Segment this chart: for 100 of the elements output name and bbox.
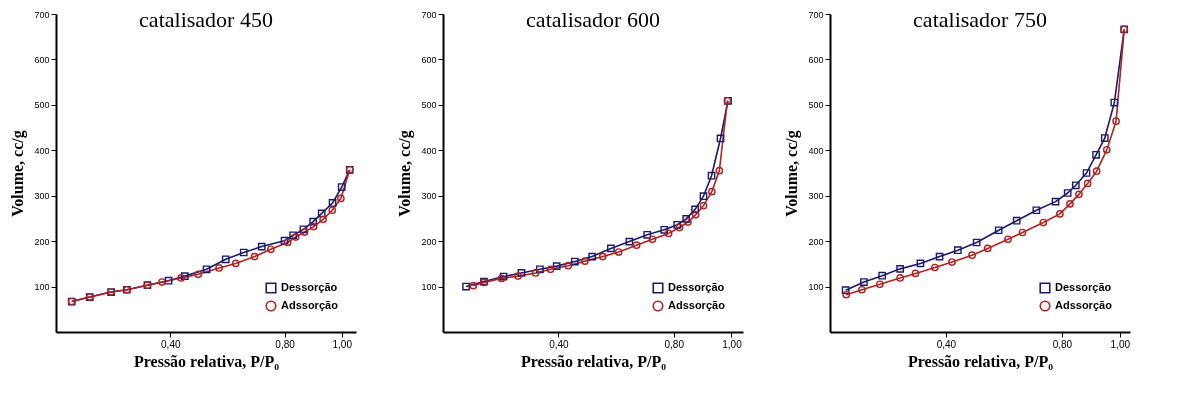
point xyxy=(1012,216,1021,225)
x-tick-label: 0,80 xyxy=(664,338,685,350)
point xyxy=(860,278,868,286)
y-tick-label: 500 xyxy=(421,100,437,111)
point xyxy=(1018,228,1027,237)
point xyxy=(643,230,652,239)
point xyxy=(309,217,318,226)
point xyxy=(994,226,1003,235)
point xyxy=(878,271,887,280)
point xyxy=(948,258,956,266)
x-tick-label: 1,00 xyxy=(332,338,353,350)
x-tick-label: 0,40 xyxy=(161,338,181,350)
point xyxy=(164,276,173,285)
point xyxy=(632,241,641,250)
point xyxy=(931,263,939,272)
point xyxy=(1066,200,1074,208)
point xyxy=(531,269,540,277)
x-axis-title: Pressão relativa, P/P₀ xyxy=(520,352,667,370)
point xyxy=(158,278,166,286)
point xyxy=(691,205,699,214)
point xyxy=(968,251,976,260)
point xyxy=(625,237,634,246)
y-tick-label: 700 xyxy=(34,9,50,20)
point xyxy=(699,201,708,210)
y-tick-label: 400 xyxy=(808,145,824,156)
x-tick-label: 0,80 xyxy=(275,338,296,350)
point xyxy=(552,262,561,270)
point xyxy=(588,252,596,261)
point xyxy=(911,269,920,278)
legend-label: Dessorção xyxy=(1055,281,1112,293)
y-tick-label: 700 xyxy=(808,9,824,20)
y-axis-title: Volume, cc/g xyxy=(9,130,28,217)
point xyxy=(1004,235,1012,244)
y-tick-label: 700 xyxy=(421,9,437,20)
x-tick-label: 1,00 xyxy=(1110,338,1131,350)
point xyxy=(570,257,579,266)
point xyxy=(935,252,944,261)
y-tick-label: 300 xyxy=(34,191,50,202)
x-tick-label: 0,40 xyxy=(936,338,957,350)
point xyxy=(1092,150,1100,159)
point xyxy=(328,199,337,207)
x-tick-label: 1,00 xyxy=(722,338,743,350)
point xyxy=(1063,189,1072,197)
point xyxy=(664,229,673,238)
point xyxy=(699,192,708,201)
point xyxy=(1083,179,1092,188)
point xyxy=(177,274,185,282)
point xyxy=(953,246,962,255)
x-tick-label: 0,40 xyxy=(549,338,570,350)
chart-title: catalisador 600 xyxy=(526,7,660,32)
chart-title: catalisador 450 xyxy=(139,7,273,32)
point xyxy=(972,238,981,247)
point xyxy=(257,242,266,251)
y-axis-title: Volume, cc/g xyxy=(396,130,415,217)
point xyxy=(715,166,724,175)
y-tick-label: 100 xyxy=(808,282,824,293)
point xyxy=(1032,206,1041,215)
point xyxy=(250,252,259,261)
point xyxy=(517,269,526,277)
point xyxy=(564,261,573,270)
point xyxy=(1071,181,1080,190)
point xyxy=(1092,167,1101,176)
point xyxy=(581,257,589,265)
y-tick-label: 400 xyxy=(421,145,437,156)
y-tick-label: 300 xyxy=(421,191,437,202)
y-tick-label: 400 xyxy=(34,145,50,156)
point xyxy=(1075,190,1083,199)
y-tick-label: 200 xyxy=(808,236,824,247)
y-tick-label: 500 xyxy=(808,100,824,111)
point xyxy=(1082,169,1091,177)
point xyxy=(202,265,211,274)
point xyxy=(1100,134,1109,142)
point xyxy=(239,248,248,257)
point xyxy=(716,134,725,143)
point xyxy=(221,255,230,264)
x-tick-label: 0,80 xyxy=(1052,338,1073,350)
point xyxy=(648,235,657,244)
point xyxy=(337,183,346,191)
point xyxy=(231,259,240,268)
point xyxy=(514,272,522,280)
point xyxy=(598,252,607,261)
point xyxy=(536,265,544,274)
y-tick-label: 600 xyxy=(34,54,50,65)
point xyxy=(707,187,716,196)
point xyxy=(1055,210,1064,218)
y-tick-label: 500 xyxy=(34,100,50,111)
point xyxy=(896,264,905,273)
point xyxy=(1112,117,1120,126)
point xyxy=(181,272,189,280)
legend-label: Dessorção xyxy=(281,281,338,293)
point xyxy=(607,244,615,253)
point xyxy=(858,285,866,294)
point xyxy=(546,265,555,274)
point xyxy=(916,259,925,268)
point xyxy=(319,215,327,224)
y-tick-label: 100 xyxy=(421,282,437,293)
y-tick-label: 600 xyxy=(808,54,824,65)
point xyxy=(1039,218,1048,227)
point xyxy=(337,194,345,203)
point xyxy=(267,245,275,254)
